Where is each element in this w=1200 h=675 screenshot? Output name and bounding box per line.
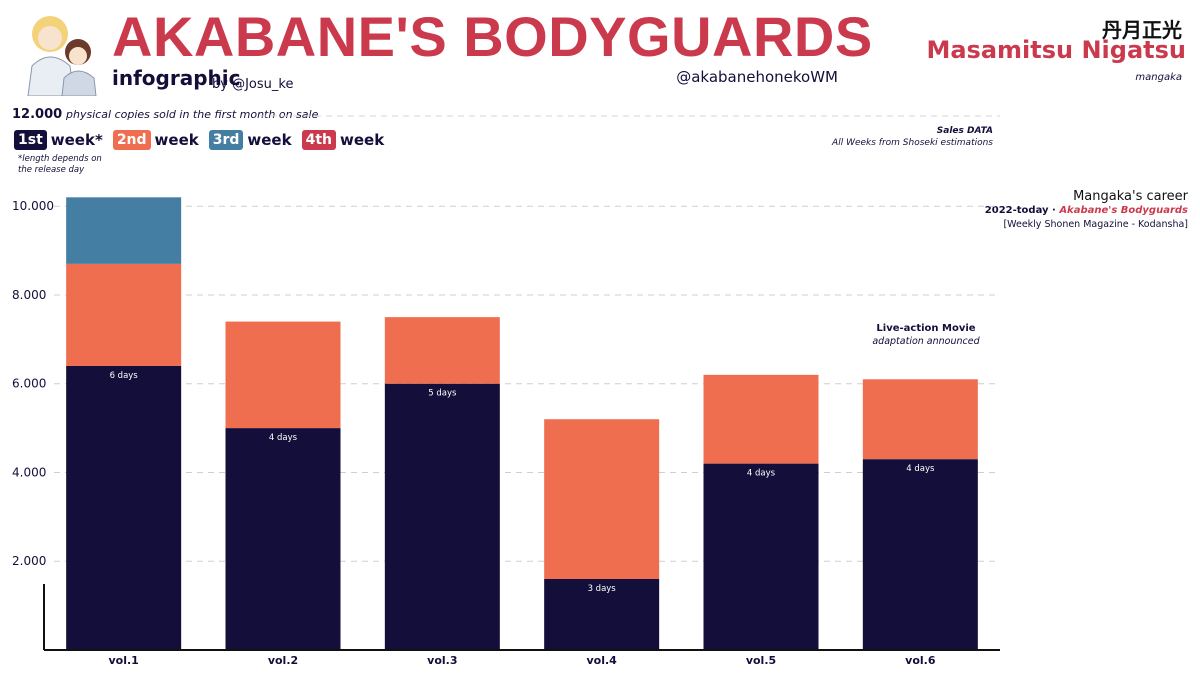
bar-segment-1 — [384, 383, 500, 650]
bars: 6 days 4 days 5 days 3 days 4 days 4 days — [66, 197, 978, 650]
bar-segment-1 — [703, 463, 819, 650]
mangaka-career: Mangaka's career 2022-today · Akabane's … — [985, 190, 1188, 232]
copies-count: 12.000 — [12, 107, 63, 122]
legend-footnote: *length depends on the release day — [18, 154, 102, 176]
social-handle: @akabanehonekoWM — [676, 68, 838, 86]
copies-info: 12.000 physical copies sold in the first… — [12, 107, 318, 122]
legend-badge-1st: 1st — [14, 130, 47, 150]
first-week-days-label: 4 days — [906, 464, 935, 474]
movie-annotation-desc: adaptation announced — [872, 336, 980, 347]
legend-footnote-line2: the release day — [18, 165, 85, 175]
bar-segment-3 — [66, 197, 182, 264]
bar-segment-1 — [544, 578, 660, 650]
y-tick-label: 10.000 — [12, 199, 54, 213]
x-category-label: vol.1 — [108, 654, 138, 667]
bar-segment-2 — [703, 374, 819, 464]
page-title: AKABANE'S BODYGUARDS — [112, 5, 873, 68]
x-category-label: vol.5 — [746, 654, 776, 667]
first-week-days-label: 3 days — [588, 584, 617, 594]
career-years: 2022-today · — [984, 205, 1060, 216]
first-week-days-label: 5 days — [428, 389, 457, 399]
byline: by @Josu_ke — [212, 77, 294, 92]
subtitle: infographic — [112, 66, 241, 90]
grid-lines — [54, 115, 1000, 562]
sales-data-note: Sales DATA All Weeks from Shoseki estima… — [832, 125, 993, 149]
mascot-illustration — [27, 16, 97, 96]
career-entry: 2022-today · Akabane's Bodyguards — [985, 204, 1188, 218]
bar-segment-1 — [862, 459, 978, 650]
bar-segment-2 — [862, 379, 978, 460]
legend-word-4th: week — [340, 131, 385, 149]
first-week-days-label: 4 days — [747, 469, 776, 479]
bar-segment-2 — [544, 419, 660, 579]
career-publisher: [Weekly Shonen Magazine - Kodansha] — [1003, 219, 1188, 230]
legend-item-1st: 1st week* — [14, 130, 103, 150]
legend-word-2nd: week — [154, 131, 199, 149]
bar-segment-2 — [225, 321, 341, 429]
bar-segment-2 — [384, 317, 500, 384]
legend-badge-3rd: 3rd — [208, 130, 244, 150]
first-week-days-label: 4 days — [269, 433, 298, 443]
sales-data-title: Sales DATA — [936, 126, 993, 136]
career-work: Akabane's Bodyguards — [1059, 205, 1188, 216]
y-tick-label: 8.000 — [12, 288, 46, 302]
bar-segment-2 — [66, 263, 182, 366]
legend-item-4th: 4th week — [301, 130, 385, 150]
career-title: Mangaka's career — [1073, 189, 1188, 204]
legend-footnote-line1: *length depends on — [18, 154, 102, 164]
legend-badge-4th: 4th — [301, 130, 336, 150]
author-role: mangaka — [1135, 72, 1182, 83]
author-name: Masamitsu Nigatsu — [926, 36, 1186, 64]
x-category-label: vol.2 — [268, 654, 298, 667]
copies-desc: physical copies sold in the first month … — [66, 108, 319, 121]
movie-annotation-title: Live-action Movie — [876, 323, 976, 334]
x-category-label: vol.4 — [586, 654, 617, 667]
first-week-days-label: 6 days — [110, 371, 139, 381]
author-kanji: 丹月正光 — [1102, 18, 1182, 42]
legend-word-3rd: week — [247, 131, 292, 149]
legend: 1st week* 2nd week 3rd week 4th week — [14, 130, 388, 150]
sales-data-source: All Weeks from Shoseki estimations — [832, 138, 993, 148]
x-category-label: vol.3 — [427, 654, 457, 667]
legend-badge-2nd: 2nd — [112, 130, 151, 150]
legend-word-1st: week* — [50, 131, 103, 149]
legend-item-2nd: 2nd week — [112, 130, 199, 150]
movie-annotation: Live-action Movie adaptation announced — [864, 322, 988, 348]
y-tick-label: 6.000 — [12, 377, 46, 391]
y-tick-label: 4.000 — [12, 465, 46, 479]
x-category-label: vol.6 — [905, 654, 936, 667]
legend-item-3rd: 3rd week — [208, 130, 292, 150]
bar-segment-1 — [66, 365, 182, 650]
y-tick-label: 2.000 — [12, 554, 46, 568]
axes: 2.000 4.000 6.000 8.000 10.000 vol.1 vol.2 vol.… — [12, 199, 1000, 667]
bar-segment-1 — [225, 428, 341, 650]
